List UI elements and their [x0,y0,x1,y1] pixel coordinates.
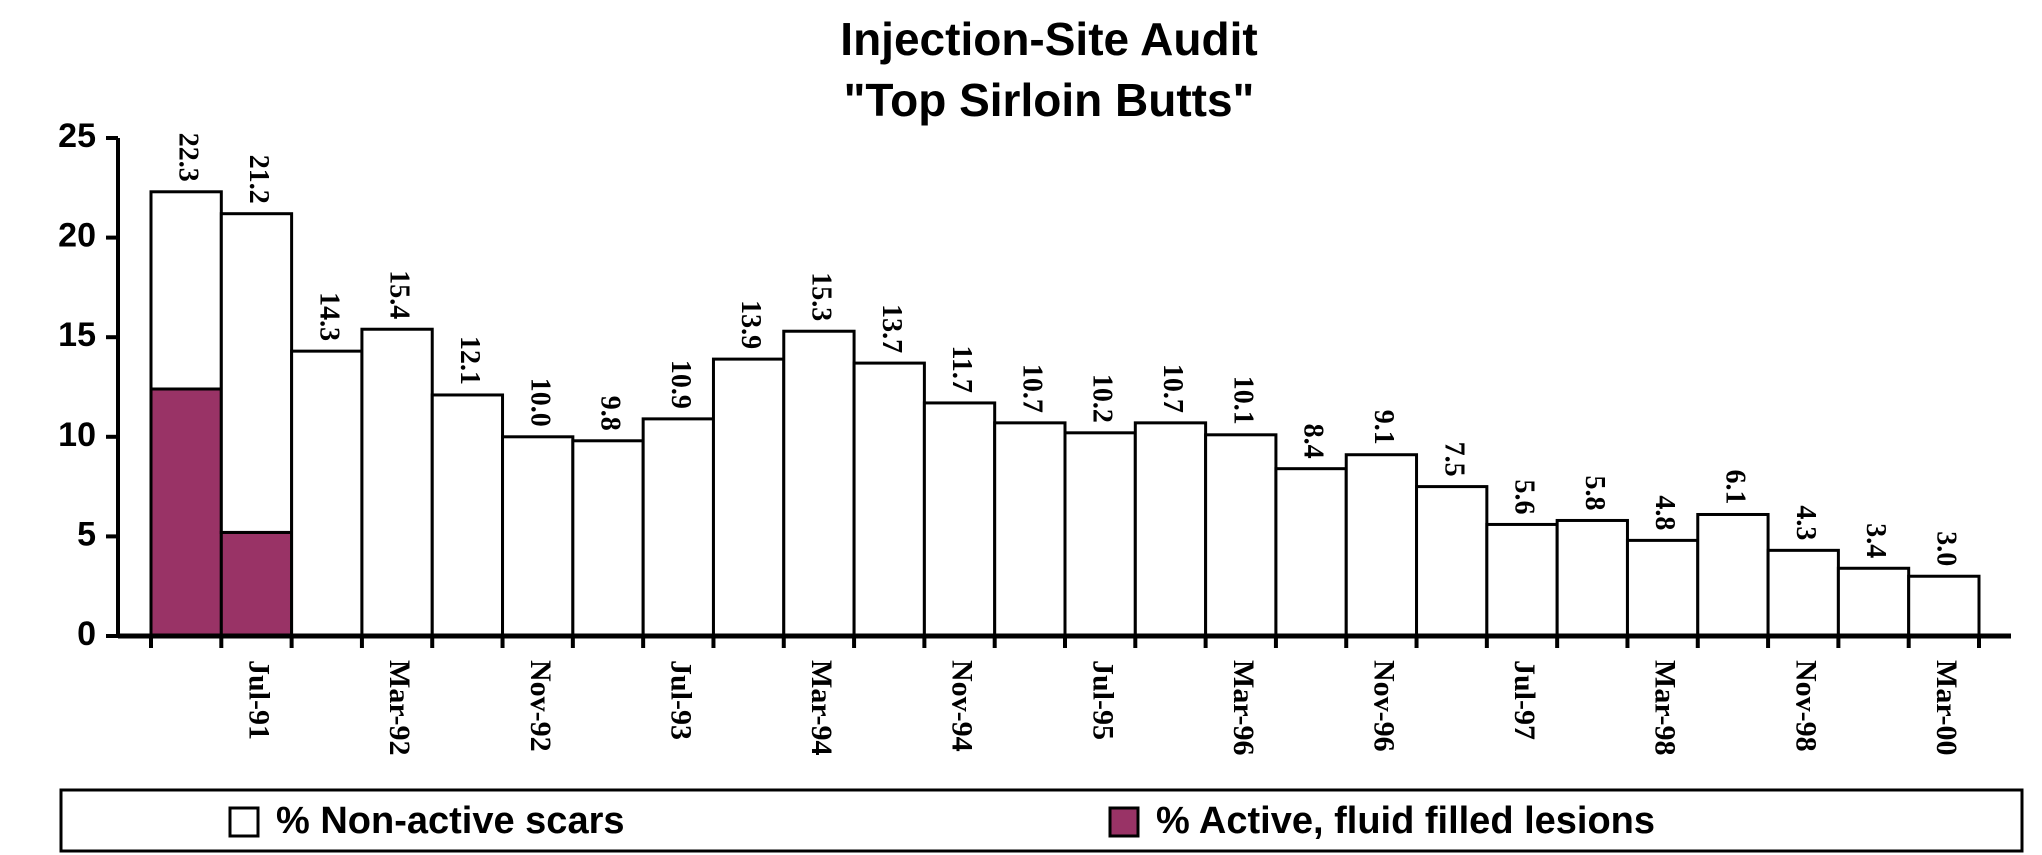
bar-segment [360,327,434,638]
legend-swatch [228,806,260,838]
x-tick-label: Jul-93 [664,660,697,740]
x-tick-label: Nov-98 [1789,660,1822,752]
bar-segment [571,439,645,638]
bar-segment [1555,518,1629,638]
data-label: 15.3 [806,272,837,321]
chart-title: Injection-Site Audit [840,13,1257,65]
data-label: 12.1 [454,336,485,385]
bar-segment [501,435,575,638]
bar-segment [1344,453,1419,638]
data-label: 7.5 [1438,442,1469,477]
bar-segment [1766,548,1840,638]
bar-segment [711,357,786,638]
data-label: 4.3 [1790,505,1821,540]
data-label: 9.1 [1368,410,1399,445]
bar-segment [290,349,364,638]
bar-segment [1907,574,1981,638]
data-label: 10.2 [1087,374,1118,423]
data-label: 11.7 [946,345,977,392]
bar-segment [1274,467,1348,638]
data-label: 13.7 [876,304,907,353]
bar-segment [1625,538,1700,638]
x-tick-label: Mar-98 [1649,660,1682,756]
x-tick-label: Mar-00 [1930,660,1963,756]
y-tick-label: 15 [58,316,96,354]
bar-segment [1485,522,1559,638]
y-tick-label: 0 [77,615,96,653]
x-tick-label: Jul-97 [1508,660,1541,740]
x-tick-label: Jul-91 [243,660,276,740]
bar-segment [219,212,294,534]
x-tick-label: Nov-92 [524,660,557,752]
bar-segment [219,530,294,638]
bar-segment [641,417,715,638]
y-tick-label: 5 [77,515,96,553]
x-tick-label: Jul-95 [1086,660,1119,740]
x-tick-label: Mar-96 [1227,660,1260,756]
x-tick-label: Mar-92 [383,660,416,756]
data-label: 8.4 [1298,424,1329,459]
legend-label: % Active, fluid filled lesions [1156,800,1655,842]
bar-segment [1133,421,1208,638]
data-label: 5.6 [1509,479,1540,514]
data-label: 10.7 [1016,364,1047,413]
data-label: 5.8 [1579,475,1610,510]
data-label: 10.7 [1157,364,1188,413]
data-label: 4.8 [1649,495,1680,530]
x-tick-label: Nov-94 [946,660,979,752]
data-label: 14.3 [313,292,344,341]
x-tick-label: Nov-96 [1367,660,1400,752]
bar-segment [1696,512,1770,638]
x-tick-label: Mar-94 [805,660,838,756]
data-label: 6.1 [1720,469,1751,504]
bar-segment [149,387,223,638]
data-label: 10.9 [665,360,696,409]
bar-segment [149,190,223,391]
y-tick-label: 20 [58,217,96,255]
legend-box [59,788,2024,853]
data-label: 15.4 [384,270,415,319]
legend-label: % Non-active scars [276,800,625,842]
bar-segment [1063,431,1137,638]
bar-segment [993,421,1067,638]
chart-subtitle: "Top Sirloin Butts" [844,74,1255,126]
bar-segment [852,361,926,638]
data-label: 9.8 [595,396,626,431]
y-tick-label: 25 [58,117,96,155]
y-tick-label: 10 [58,416,96,454]
data-label: 13.9 [735,300,766,349]
bar-segment [922,401,997,638]
bar-segment [1836,566,1911,638]
data-label: 3.0 [1930,531,1961,566]
data-label: 3.4 [1860,523,1891,558]
data-label: 10.0 [524,378,555,427]
bar-segment [782,329,856,638]
data-label: 10.1 [1227,376,1258,425]
bar-segment [1415,485,1489,638]
legend-swatch [1108,806,1140,838]
data-label: 22.3 [173,133,204,182]
bar-segment [1204,433,1278,638]
bar-segment [430,393,505,638]
data-label: 21.2 [243,155,274,204]
